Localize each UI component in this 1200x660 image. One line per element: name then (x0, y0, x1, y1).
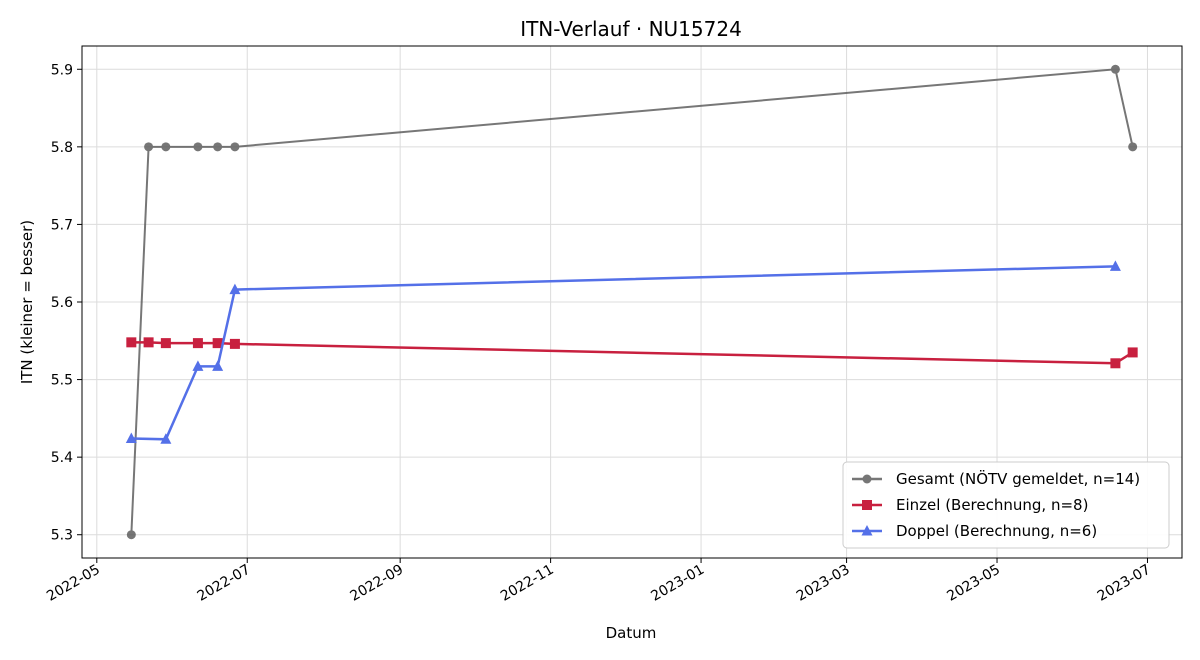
legend-label: Gesamt (NÖTV gemeldet, n=14) (896, 469, 1140, 488)
data-point (126, 530, 136, 540)
data-point (126, 337, 137, 348)
data-point (229, 338, 240, 349)
data-point (212, 338, 223, 349)
data-point (125, 432, 137, 444)
data-point (192, 338, 203, 349)
x-tick-label: 2023-03 (794, 562, 853, 605)
x-tick-label: 2023-01 (648, 562, 707, 605)
data-point (193, 142, 203, 152)
y-tick-label: 5.3 (51, 528, 73, 544)
x-tick-label: 2022-05 (44, 562, 103, 605)
legend-item (852, 474, 882, 484)
data-point (212, 360, 224, 371)
data-point (229, 283, 241, 295)
x-tick-label: 2022-07 (195, 562, 254, 605)
x-tick-label: 2023-07 (1095, 562, 1154, 605)
x-axis: 2022-05 2022-07 2022-09 2022-11 2023-01 2023-… (44, 558, 1153, 605)
data-point (230, 142, 240, 152)
x-tick-label: 2023-05 (944, 562, 1003, 605)
data-point (160, 433, 172, 444)
data-point (192, 360, 204, 371)
data-point (1109, 260, 1121, 271)
legend: Gesamt (NÖTV gemeldet, n=14) Einzel (Bere… (842, 461, 1170, 549)
legend-item (852, 525, 882, 536)
grid (82, 46, 1182, 558)
legend-item (852, 500, 882, 510)
data-point (213, 142, 223, 152)
legend-label: Einzel (Berechnung, n=8) (896, 496, 1088, 514)
legend-label: Doppel (Berechnung, n=6) (896, 522, 1097, 540)
series-square (126, 337, 1138, 369)
series (125, 64, 1138, 540)
legend-marker (861, 525, 873, 536)
data-point (161, 142, 171, 152)
series-circle (126, 64, 1138, 540)
data-point (144, 142, 154, 152)
series-line (131, 265, 1116, 441)
data-point (1127, 347, 1138, 358)
y-tick-label: 5.4 (51, 450, 73, 466)
data-point (1110, 64, 1120, 74)
legend-box (842, 461, 1170, 549)
y-tick-label: 5.9 (51, 62, 73, 78)
data-point (1128, 142, 1138, 152)
x-tick-label: 2022-11 (498, 562, 557, 605)
data-point (160, 338, 171, 349)
y-axis-title: ITN (kleiner = besser) (18, 220, 36, 384)
series-triangle (125, 260, 1121, 444)
y-axis: 5.3 5.4 5.5 5.6 5.7 5.8 5.9 (51, 62, 82, 544)
y-tick-label: 5.6 (51, 295, 73, 311)
data-point (143, 337, 154, 348)
legend-marker (862, 474, 872, 484)
chart-title: ITN-Verlauf · NU15724 (520, 17, 742, 41)
y-tick-label: 5.7 (51, 217, 73, 233)
legend-marker (862, 500, 872, 510)
x-tick-label: 2022-09 (347, 562, 406, 605)
x-axis-title: Datum (606, 624, 657, 642)
y-tick-label: 5.5 (51, 373, 73, 389)
data-point (1110, 358, 1121, 369)
series-line (131, 341, 1134, 365)
y-tick-label: 5.8 (51, 140, 73, 156)
